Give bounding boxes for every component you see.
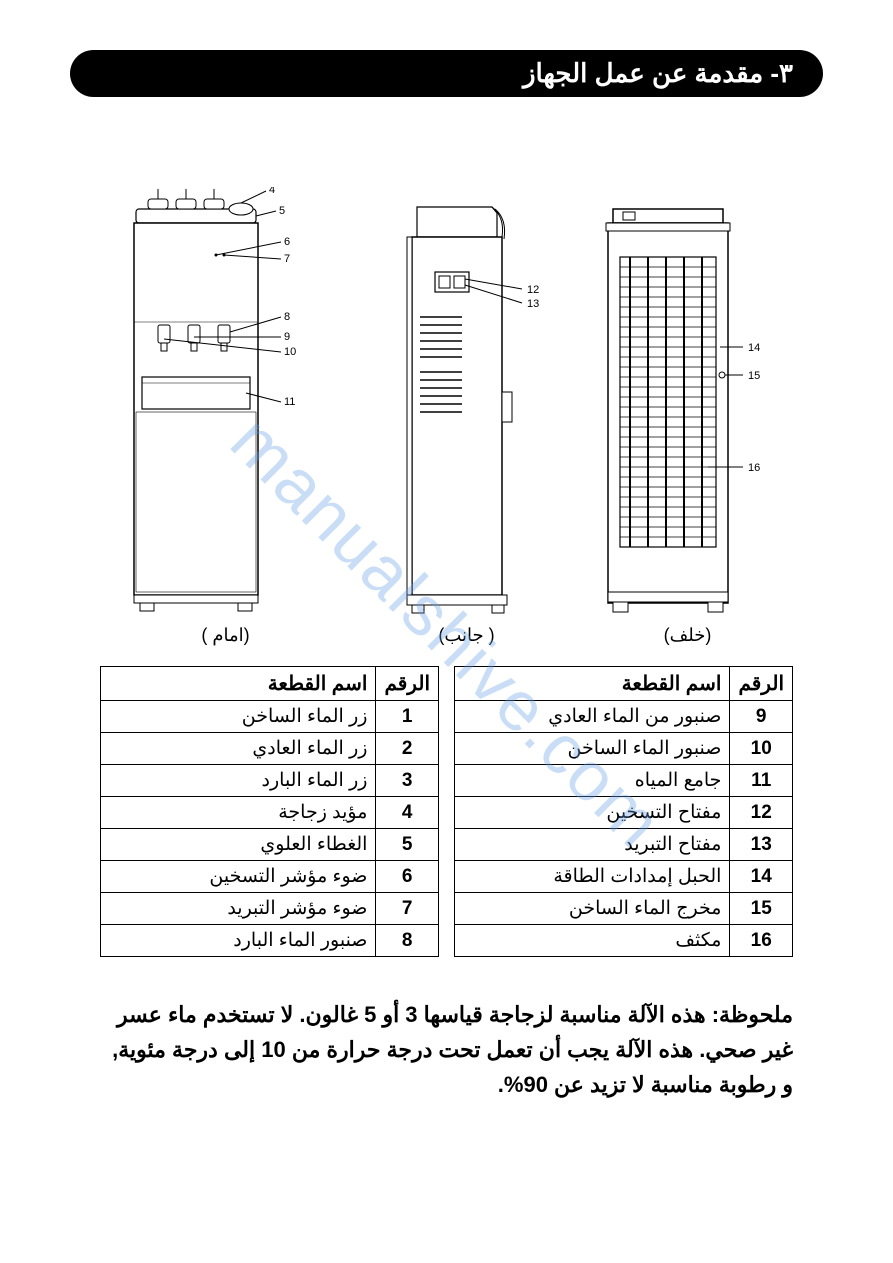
table-row: 4مؤيد زجاجة [101, 797, 439, 829]
table-row: 5الغطاء العلوي [101, 829, 439, 861]
table-row: 3زر الماء البارد [101, 765, 439, 797]
table-row: 7ضوء مؤشر التبريد [101, 893, 439, 925]
diagrams-row: 14 15 16 (خلف) [100, 187, 793, 646]
back-label: (خلف) [664, 625, 712, 646]
svg-text:10: 10 [284, 346, 296, 358]
table1-header-num: الرقم [376, 667, 439, 701]
table-row: 14الحبل إمدادات الطاقة [455, 861, 793, 893]
side-label: ( جانب) [438, 625, 494, 646]
table-row: 9صنبور من الماء العادي [455, 701, 793, 733]
section-header: ٣- مقدمة عن عمل الجهاز [70, 50, 823, 97]
svg-text:8: 8 [284, 311, 290, 323]
table-row: 13مفتاح التبريد [455, 829, 793, 861]
svg-text:6: 6 [284, 236, 290, 248]
table-row: 12مفتاح التسخين [455, 797, 793, 829]
table-row: 11جامع المياه [455, 765, 793, 797]
table2-header-num: الرقم [730, 667, 793, 701]
callout-12: 12 [527, 284, 539, 296]
parts-table-1: الرقم اسم القطعة 1زر الماء الساخن 2زر ال… [100, 666, 439, 957]
table-row: 15مخرج الماء الساخن [455, 893, 793, 925]
parts-table-2: الرقم اسم القطعة 9صنبور من الماء العادي … [454, 666, 793, 957]
svg-text:2: 2 [183, 187, 189, 189]
table-row: 10صنبور الماء الساخن [455, 733, 793, 765]
diagram-side: 12 13 ( جانب) [367, 197, 567, 646]
table1-header-name: اسم القطعة [101, 667, 376, 701]
table2-header-name: اسم القطعة [455, 667, 730, 701]
callout-14: 14 [748, 342, 760, 354]
back-view-svg: 14 15 16 [598, 197, 778, 617]
svg-text:3: 3 [211, 187, 217, 189]
table-row: 2زر الماء العادي [101, 733, 439, 765]
svg-text:9: 9 [284, 331, 290, 343]
callout-15: 15 [748, 370, 760, 382]
parts-tables: الرقم اسم القطعة 9صنبور من الماء العادي … [100, 666, 793, 957]
table-row: 1زر الماء الساخن [101, 701, 439, 733]
diagram-front: 1 2 3 4 5 6 7 8 9 10 11 (امام ) [116, 187, 336, 646]
diagram-back: 14 15 16 (خلف) [598, 197, 778, 646]
table-row: 6ضوء مؤشر التسخين [101, 861, 439, 893]
callout-13: 13 [527, 298, 539, 310]
table-row: 16مكثف [455, 925, 793, 957]
front-view-svg: 1 2 3 4 5 6 7 8 9 10 11 [116, 187, 336, 617]
svg-text:7: 7 [284, 253, 290, 265]
callout-16: 16 [748, 462, 760, 474]
svg-text:11: 11 [284, 396, 295, 408]
table-row: 8صنبور الماء البارد [101, 925, 439, 957]
front-label: (امام ) [201, 625, 249, 646]
svg-text:5: 5 [279, 205, 285, 217]
note-text: ملحوظة: هذه الآلة مناسبة لزجاجة قياسها 3… [100, 997, 793, 1103]
side-view-svg: 12 13 [367, 197, 567, 617]
svg-text:1: 1 [155, 187, 161, 189]
svg-text:4: 4 [269, 187, 275, 196]
